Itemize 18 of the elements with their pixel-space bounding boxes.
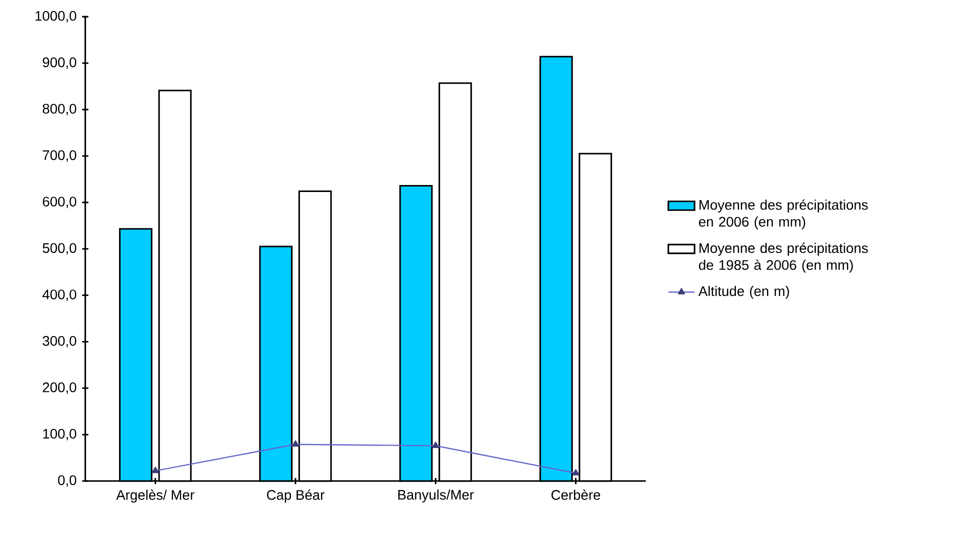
x-tick-label: Cerbère bbox=[551, 489, 600, 500]
y-tick-label: 600,0 bbox=[42, 196, 76, 208]
y-tick-label: 1000,0 bbox=[36, 10, 76, 22]
x-tick-label: Banyuls/Mer bbox=[398, 489, 474, 502]
y-tick-label: 0,0 bbox=[58, 475, 76, 487]
y-tick-label: 700,0 bbox=[42, 150, 76, 162]
legend-label: Moyenne des précipitations de 1985 à 2006 (en mm) bbox=[698, 242, 868, 273]
y-tick-label: 900,0 bbox=[42, 57, 76, 69]
y-tick-label: 100,0 bbox=[43, 428, 76, 440]
legend-label: Moyenne des précipitations en 2006 (en mm) bbox=[698, 199, 868, 230]
y-tick-label: 500,0 bbox=[42, 243, 76, 255]
y-tick-label: 400,0 bbox=[42, 290, 76, 301]
y-tick-label: 200,0 bbox=[42, 382, 76, 394]
y-tick-label: 800,0 bbox=[42, 104, 76, 116]
y-tick-label: 300,0 bbox=[42, 336, 76, 348]
x-tick-label: Cap Béar bbox=[266, 489, 324, 503]
x-tick-label: Argelès/ Mer bbox=[116, 489, 194, 503]
legend-label: Altitude (en m) bbox=[698, 286, 790, 299]
